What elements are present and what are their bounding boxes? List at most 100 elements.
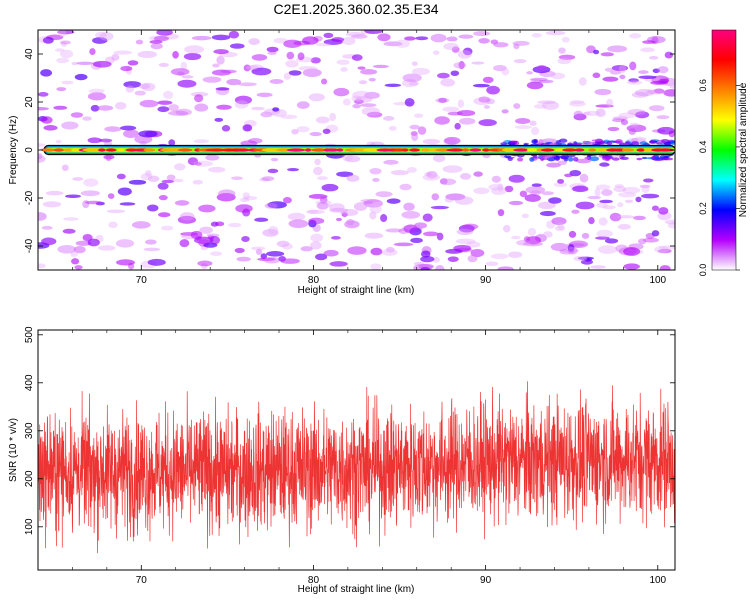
spectrogram-noise-patch (61, 80, 74, 85)
spectrogram-noise-patch (114, 102, 127, 110)
spectrogram-noise-patch (134, 90, 146, 96)
spectrogram-noise-patch (592, 72, 601, 79)
spectrogram-noise-patch (302, 36, 319, 45)
spectrogram-noise-patch (478, 119, 497, 127)
spectrogram-noise-patch (127, 60, 139, 66)
spectrogram-noise-patch (457, 99, 465, 108)
spectrogram-y-tick-label: 40 (24, 48, 35, 60)
spectrogram-noise-patch (619, 74, 626, 80)
figure-title: C2E1.2025.360.02.35.E34 (273, 1, 438, 17)
spectrogram-noise-patch (642, 40, 656, 44)
spectrogram-noise-patch (166, 174, 176, 181)
spectrogram-noise-patch (596, 202, 608, 208)
spectrogram-noise-patch (175, 108, 192, 116)
spectrogram-carrier-segment (513, 148, 530, 152)
colorbar-label: Normalized spectral amplitude (738, 82, 749, 217)
spectrogram-noise-patch (430, 205, 449, 210)
spectrogram-noise-patch (57, 30, 75, 35)
spectrogram-noise-patch (650, 80, 669, 85)
spectrogram-noise-patch (190, 230, 203, 240)
spectrogram-noise-patch (360, 103, 377, 108)
spectrogram-noise-patch (653, 88, 665, 94)
spectrogram-noise-patch (431, 193, 440, 201)
spectrogram-noise-patch (323, 249, 339, 257)
spectrogram-noise-patch (482, 76, 494, 84)
spectrogram-noise-patch (360, 68, 378, 75)
spectrogram-noise-patch (507, 157, 513, 162)
spectrogram-noise-patch (411, 67, 430, 76)
spectrogram-noise-patch (183, 52, 202, 61)
spectrogram-noise-patch (82, 116, 92, 121)
spectrogram-noise-patch (422, 213, 433, 222)
spectrogram-noise-patch (351, 95, 362, 102)
spectrogram-noise-patch (380, 214, 388, 223)
spectrogram-noise-patch (557, 178, 565, 184)
spectrogram-noise-patch (190, 91, 209, 97)
spectrogram-noise-patch (353, 202, 368, 211)
spectrogram-noise-patch (670, 140, 675, 145)
spectrogram-noise-patch (600, 52, 614, 57)
spectrogram-noise-patch (264, 202, 278, 209)
spectrogram-noise-patch (609, 70, 622, 75)
spectrogram-noise-patch (358, 80, 368, 85)
spectrogram-noise-patch (618, 112, 636, 119)
spectrogram-noise-patch (210, 251, 223, 257)
spectrogram-noise-patch (55, 139, 62, 144)
spectrogram-noise-patch (38, 143, 46, 147)
spectrogram-noise-patch (321, 183, 339, 192)
spectrogram-panel: 70 80 90 100 -40 -20 0 20 40 Height of straight… (8, 29, 676, 296)
spectrogram-x-ticks: 70 80 90 100 (37, 30, 667, 286)
spectrogram-noise-patch (80, 190, 101, 197)
spectrogram-noise-patch (573, 110, 584, 119)
spectrogram-noise-patch (262, 228, 279, 237)
spectrogram-noise-patch (168, 139, 176, 147)
spectrogram-noise-patch (383, 41, 403, 47)
spectrogram-noise-patch (526, 71, 533, 75)
spectrogram-noise-patch (270, 157, 279, 162)
spectrogram-noise-patch (625, 141, 630, 144)
spectrogram-x-tick-label: 90 (480, 275, 492, 286)
spectrogram-noise-patch (347, 246, 367, 255)
spectrogram-noise-patch (538, 139, 544, 145)
spectrogram-noise-patch (634, 89, 655, 97)
spectrogram-noise-patch (60, 41, 67, 47)
spectrogram-noise-patch (444, 197, 454, 203)
spectrogram-noise-patch (531, 183, 542, 188)
spectrogram-noise-patch (282, 196, 292, 204)
spectrogram-noise-patch (235, 204, 253, 213)
spectrogram-noise-patch (455, 196, 474, 205)
spectrogram-noise-patch (470, 248, 485, 258)
spectrogram-noise-patch (473, 187, 490, 195)
spectrogram-noise-patch (642, 156, 648, 160)
spectrogram-carrier-segment (574, 148, 585, 152)
spectrogram-noise-patch (651, 230, 660, 237)
spectrogram-noise-patch (352, 90, 371, 100)
spectrogram-noise-patch (296, 126, 310, 133)
spectrogram-noise-patch (42, 201, 62, 208)
spectrogram-noise-patch (629, 33, 642, 39)
spectrogram-noise-patch (97, 105, 114, 111)
spectrogram-noise-patch (242, 124, 253, 132)
spectrogram-noise-patch (267, 168, 279, 174)
spectrogram-noise-patch (555, 140, 562, 143)
spectrogram-noise-patch (377, 33, 391, 42)
spectrogram-noise-patch (582, 111, 591, 116)
spectrogram-noise-patch (629, 61, 637, 71)
spectrogram-noise-patch (308, 93, 325, 102)
colorbar-tick-label: 0.2 (698, 202, 708, 215)
spectrogram-noise-patch (208, 166, 226, 173)
spectrogram-noise-patch (344, 155, 361, 163)
spectrogram-noise-patch (315, 253, 328, 261)
spectrogram-noise-patch (157, 100, 173, 105)
spectrogram-noise-patch (140, 173, 153, 181)
spectrogram-carrier-segment (401, 148, 409, 152)
spectrogram-noise-patch (606, 98, 614, 108)
spectrogram-noise-patch (508, 200, 524, 206)
spectrogram-noise-patch (447, 256, 459, 262)
spectrogram-noise-patch (243, 64, 251, 72)
spectrogram-noise-patch (237, 82, 257, 87)
spectrogram-noise-patch (575, 158, 592, 164)
spectrogram-noise-patch (288, 70, 302, 76)
spectrogram-noise-patch (440, 78, 456, 87)
spectrogram-noise-patch (287, 212, 306, 221)
